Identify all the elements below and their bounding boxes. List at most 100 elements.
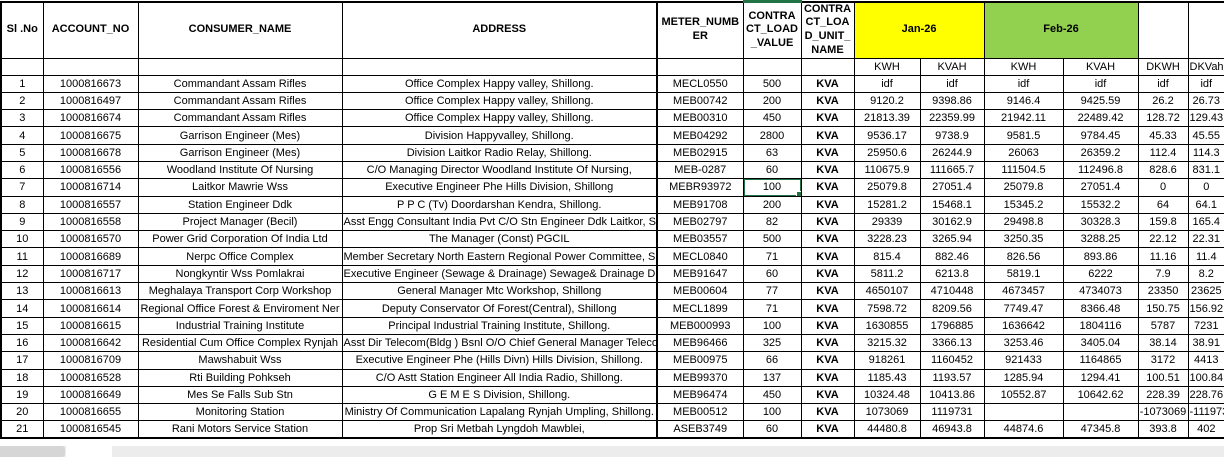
cell-dkvah-row17[interactable]: 4413 bbox=[1187, 351, 1224, 370]
cell-contract_load_unit_name-row4[interactable]: KVA bbox=[800, 126, 855, 145]
cell-feb_kvah-row17[interactable]: 1164865 bbox=[1062, 351, 1139, 370]
cell-slno-row17[interactable]: 17 bbox=[0, 351, 44, 370]
cell-account_no-row13[interactable]: 1000816613 bbox=[42, 282, 139, 301]
cell-feb_kvah-row4[interactable]: 9784.45 bbox=[1062, 126, 1139, 145]
cell-contract_load_value-row16[interactable]: 325 bbox=[742, 333, 802, 353]
cell-contract_load_value-row10[interactable]: 500 bbox=[742, 230, 802, 249]
cell-jan_kvah-row19[interactable]: 10413.86 bbox=[919, 385, 985, 405]
cell-feb_kvah-row15[interactable]: 1804116 bbox=[1062, 316, 1139, 335]
cell-feb_kwh-row10[interactable]: 3250.35 bbox=[983, 230, 1064, 249]
header-month-jan-26[interactable]: Jan-26 bbox=[853, 1, 985, 59]
cell-slno-row7[interactable]: 7 bbox=[0, 178, 44, 197]
cell-slno-row11[interactable]: 11 bbox=[0, 247, 44, 266]
cell-meter_number-row18[interactable]: MEB99370 bbox=[656, 368, 744, 387]
cell-meter_number-row11[interactable]: MECL0840 bbox=[656, 247, 744, 266]
cell-consumer_name-row4[interactable]: Garrison Engineer (Mes) bbox=[137, 126, 343, 145]
cell-contract_load_unit_name-row16[interactable]: KVA bbox=[800, 333, 855, 353]
cell-dkwh-row14[interactable]: 150.75 bbox=[1137, 299, 1189, 318]
cell-jan_kwh-row17[interactable]: 918261 bbox=[853, 351, 921, 370]
cell-dkwh-row8[interactable]: 64 bbox=[1137, 195, 1189, 214]
cell-feb_kwh-row1[interactable]: idf bbox=[983, 74, 1064, 93]
cell-consumer_name-row19[interactable]: Mes Se Falls Sub Stn bbox=[137, 385, 343, 405]
cell-dkvah-row18[interactable]: 100.84 bbox=[1187, 368, 1224, 387]
cell-jan_kwh-row11[interactable]: 815.4 bbox=[853, 247, 921, 266]
cell-contract_load_value-row17[interactable]: 66 bbox=[742, 351, 802, 370]
cell-dkwh-row19[interactable]: 228.39 bbox=[1137, 385, 1189, 405]
cell-feb_kwh-row20[interactable] bbox=[983, 403, 1064, 422]
horizontal-scrollbar[interactable] bbox=[0, 446, 1224, 457]
cell-address-row12[interactable]: Executive Engineer (Sewage & Drainage) S… bbox=[341, 264, 658, 284]
cell-account_no-row9[interactable]: 1000816558 bbox=[42, 212, 139, 232]
cell-account_no-row10[interactable]: 1000816570 bbox=[42, 230, 139, 249]
cell-feb_kwh-row5[interactable]: 26063 bbox=[983, 143, 1064, 162]
cell-account_no-row19[interactable]: 1000816649 bbox=[42, 385, 139, 405]
subheader-blank-address[interactable] bbox=[341, 57, 658, 76]
cell-consumer_name-row8[interactable]: Station Engineer Ddk bbox=[137, 195, 343, 214]
cell-consumer_name-row18[interactable]: Rti Building Pohkseh bbox=[137, 368, 343, 387]
cell-dkwh-row4[interactable]: 45.33 bbox=[1137, 126, 1189, 145]
cell-slno-row1[interactable]: 1 bbox=[0, 74, 44, 93]
header-month-feb-26[interactable]: Feb-26 bbox=[983, 1, 1139, 59]
cell-jan_kwh-row8[interactable]: 15281.2 bbox=[853, 195, 921, 214]
cell-dkwh-row2[interactable]: 26.2 bbox=[1137, 91, 1189, 111]
cell-jan_kwh-row7[interactable]: 25079.8 bbox=[853, 178, 921, 197]
cell-jan_kvah-row4[interactable]: 9738.9 bbox=[919, 126, 985, 145]
cell-account_no-row2[interactable]: 1000816497 bbox=[42, 91, 139, 111]
cell-jan_kwh-row12[interactable]: 5811.2 bbox=[853, 264, 921, 284]
cell-jan_kvah-row11[interactable]: 882.46 bbox=[919, 247, 985, 266]
cell-feb_kwh-row15[interactable]: 1636642 bbox=[983, 316, 1064, 335]
cell-feb_kvah-row2[interactable]: 9425.59 bbox=[1062, 91, 1139, 111]
cell-jan_kvah-row10[interactable]: 3265.94 bbox=[919, 230, 985, 249]
cell-dkwh-row5[interactable]: 112.4 bbox=[1137, 143, 1189, 162]
cell-contract_load_unit_name-row2[interactable]: KVA bbox=[800, 91, 855, 111]
cell-address-row20[interactable]: Ministry Of Communication Lapalang Rynja… bbox=[341, 403, 658, 422]
cell-consumer_name-row5[interactable]: Garrison Engineer (Mes) bbox=[137, 143, 343, 162]
cell-dkwh-row7[interactable]: 0 bbox=[1137, 178, 1189, 197]
cell-contract_load_unit_name-row7[interactable]: KVA bbox=[800, 178, 855, 197]
cell-jan_kwh-row4[interactable]: 9536.17 bbox=[853, 126, 921, 145]
cell-dkvah-row5[interactable]: 114.3 bbox=[1187, 143, 1224, 162]
cell-jan_kvah-row3[interactable]: 22359.99 bbox=[919, 109, 985, 128]
cell-slno-row12[interactable]: 12 bbox=[0, 264, 44, 284]
cell-account_no-row12[interactable]: 1000816717 bbox=[42, 264, 139, 284]
header-consumer-name[interactable]: CONSUMER_NAME bbox=[137, 1, 343, 59]
subheader-feb-kvah[interactable]: KVAH bbox=[1062, 57, 1139, 76]
cell-feb_kwh-row21[interactable]: 44874.6 bbox=[983, 420, 1064, 439]
cell-jan_kwh-row21[interactable]: 44480.8 bbox=[853, 420, 921, 439]
cell-jan_kvah-row5[interactable]: 26244.9 bbox=[919, 143, 985, 162]
cell-contract_load_value-row13[interactable]: 77 bbox=[742, 282, 802, 301]
cell-jan_kvah-row12[interactable]: 6213.8 bbox=[919, 264, 985, 284]
cell-feb_kvah-row13[interactable]: 4734073 bbox=[1062, 282, 1139, 301]
cell-jan_kwh-row14[interactable]: 7598.72 bbox=[853, 299, 921, 318]
cell-feb_kvah-row12[interactable]: 6222 bbox=[1062, 264, 1139, 284]
cell-account_no-row6[interactable]: 1000816556 bbox=[42, 160, 139, 180]
cell-dkvah-row1[interactable]: idf bbox=[1187, 74, 1224, 93]
cell-dkwh-row20[interactable]: -1073069 bbox=[1137, 403, 1189, 422]
cell-consumer_name-row14[interactable]: Regional Office Forest & Enviroment Ner bbox=[137, 299, 343, 318]
cell-address-row16[interactable]: Asst Dir Telecom(Bldg ) Bsnl O/O Chief G… bbox=[341, 333, 658, 353]
cell-contract_load_value-row4[interactable]: 2800 bbox=[742, 126, 802, 145]
cell-slno-row3[interactable]: 3 bbox=[0, 109, 44, 128]
cell-consumer_name-row12[interactable]: Nongkyntir Wss Pomlakrai bbox=[137, 264, 343, 284]
cell-jan_kvah-row14[interactable]: 8209.56 bbox=[919, 299, 985, 318]
cell-contract_load_unit_name-row6[interactable]: KVA bbox=[800, 160, 855, 180]
cell-slno-row18[interactable]: 18 bbox=[0, 368, 44, 387]
cell-feb_kwh-row14[interactable]: 7749.47 bbox=[983, 299, 1064, 318]
cell-slno-row4[interactable]: 4 bbox=[0, 126, 44, 145]
cell-contract_load_value-row8[interactable]: 200 bbox=[742, 195, 802, 214]
cell-consumer_name-row1[interactable]: Commandant Assam Rifles bbox=[137, 74, 343, 93]
subheader-blank-meter[interactable] bbox=[656, 57, 744, 76]
cell-feb_kvah-row20[interactable] bbox=[1062, 403, 1139, 422]
cell-feb_kvah-row14[interactable]: 8366.48 bbox=[1062, 299, 1139, 318]
cell-address-row21[interactable]: Prop Sri Metbah Lyngdoh Mawblei, bbox=[341, 420, 658, 439]
cell-contract_load_value-row18[interactable]: 137 bbox=[742, 368, 802, 387]
cell-feb_kwh-row17[interactable]: 921433 bbox=[983, 351, 1064, 370]
cell-slno-row9[interactable]: 9 bbox=[0, 212, 44, 232]
cell-jan_kvah-row18[interactable]: 1193.57 bbox=[919, 368, 985, 387]
cell-jan_kwh-row10[interactable]: 3228.23 bbox=[853, 230, 921, 249]
header-account-no[interactable]: ACCOUNT_NO bbox=[42, 1, 139, 59]
cell-contract_load_value-row11[interactable]: 71 bbox=[742, 247, 802, 266]
cell-jan_kvah-row2[interactable]: 9398.86 bbox=[919, 91, 985, 111]
cell-dkwh-row13[interactable]: 23350 bbox=[1137, 282, 1189, 301]
cell-feb_kwh-row6[interactable]: 111504.5 bbox=[983, 160, 1064, 180]
